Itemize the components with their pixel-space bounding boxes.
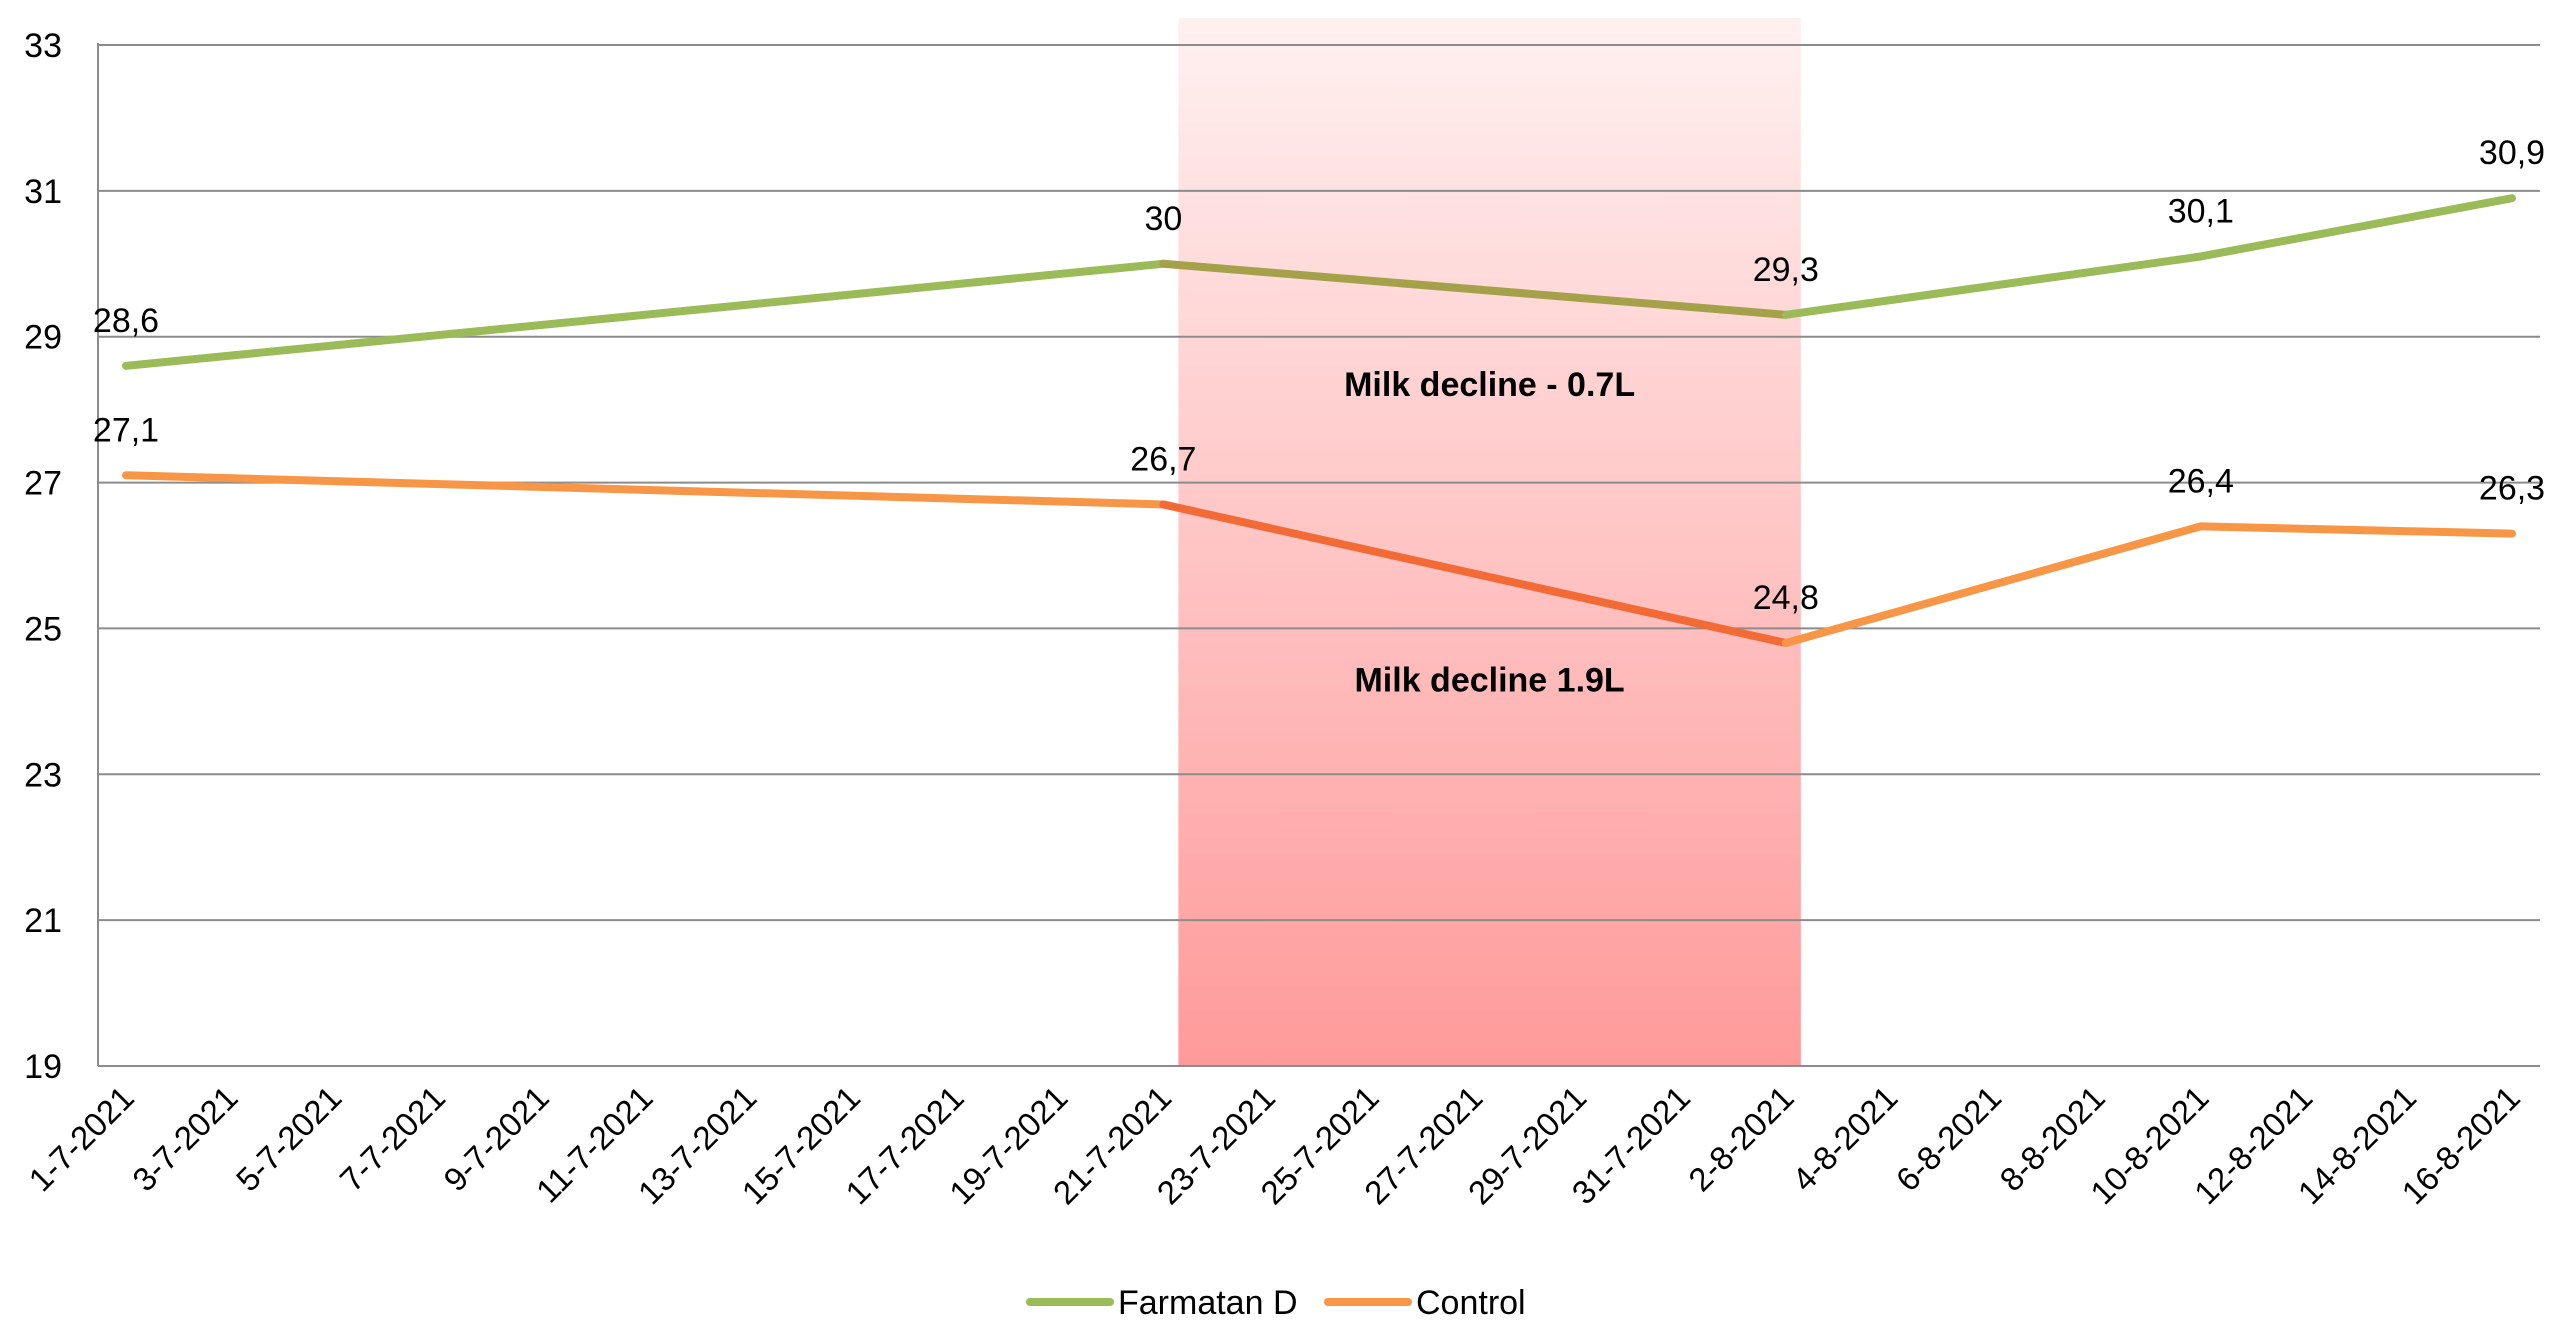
series-line-segment bbox=[1159, 500, 1790, 648]
series-line-segment bbox=[2196, 194, 2516, 261]
data-label: 30,9 bbox=[2479, 134, 2545, 172]
legend-label: Farmatan D bbox=[1118, 1284, 1298, 1322]
series-line-segment bbox=[122, 471, 1168, 509]
data-label: 28,6 bbox=[93, 302, 159, 340]
y-tick-label: 27 bbox=[24, 465, 62, 503]
data-label: 29,3 bbox=[1753, 251, 1819, 289]
y-tick-label: 25 bbox=[24, 610, 62, 648]
series-line-segment bbox=[1159, 259, 1790, 319]
x-tick-label: 6-8-2021 bbox=[1889, 1079, 2009, 1199]
y-tick-label: 23 bbox=[24, 756, 62, 794]
data-label: 27,1 bbox=[93, 411, 159, 449]
x-tick-label: 1-7-2021 bbox=[21, 1079, 141, 1199]
y-tick-label: 31 bbox=[24, 173, 62, 211]
data-label: 30,1 bbox=[2168, 192, 2234, 230]
y-tick-label: 21 bbox=[24, 902, 62, 940]
data-label: 26,7 bbox=[1130, 440, 1196, 478]
series-line-segment bbox=[2196, 522, 2516, 538]
annotation-text: Milk decline - 0.7L bbox=[1344, 366, 1635, 404]
data-label: 26,3 bbox=[2479, 470, 2545, 508]
highlight-band bbox=[1178, 18, 1801, 1066]
series-line-segment bbox=[1781, 522, 2205, 648]
data-label: 26,4 bbox=[2168, 462, 2234, 500]
series-line-segment bbox=[122, 259, 1168, 370]
series-line-segment bbox=[1781, 252, 2205, 319]
x-tick-label: 3-7-2021 bbox=[125, 1079, 245, 1199]
data-label: 24,8 bbox=[1753, 579, 1819, 617]
x-tick-label: 5-7-2021 bbox=[229, 1079, 349, 1199]
x-tick-label: 7-7-2021 bbox=[333, 1079, 453, 1199]
y-tick-label: 29 bbox=[24, 319, 62, 357]
y-tick-label: 19 bbox=[24, 1048, 62, 1086]
x-tick-label: 4-8-2021 bbox=[1785, 1079, 1905, 1199]
data-label: 30 bbox=[1144, 200, 1182, 238]
legend-label: Control bbox=[1416, 1284, 1526, 1322]
y-tick-label: 33 bbox=[24, 27, 62, 65]
x-tick-label: 2-8-2021 bbox=[1681, 1079, 1801, 1199]
annotation-text: Milk decline 1.9L bbox=[1354, 661, 1624, 699]
